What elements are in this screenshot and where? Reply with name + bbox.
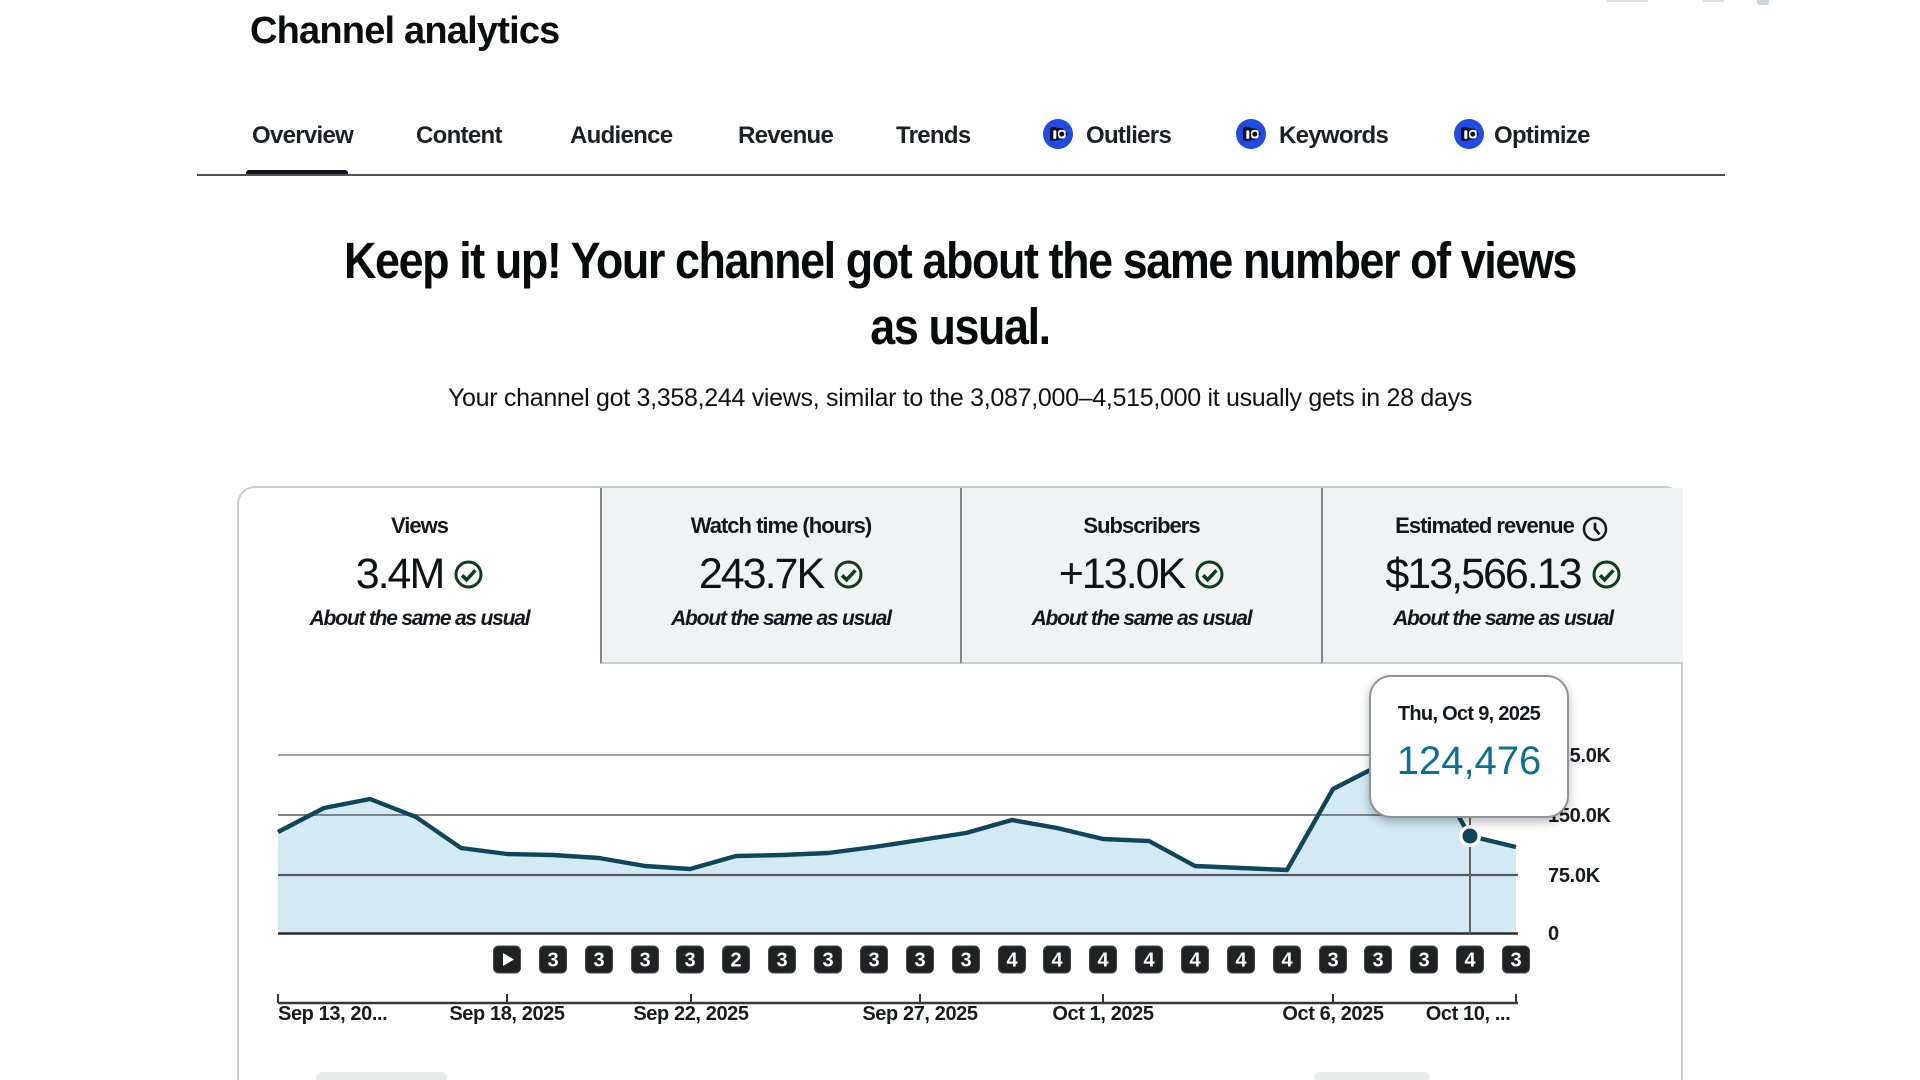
svg-text:4: 4 bbox=[1097, 950, 1109, 972]
svg-text:Sep 22, 2025: Sep 22, 2025 bbox=[633, 1003, 749, 1025]
svg-text:3: 3 bbox=[547, 950, 558, 972]
svg-text:150.0K: 150.0K bbox=[1548, 805, 1612, 827]
svg-text:3: 3 bbox=[960, 950, 971, 972]
svg-text:Oct 6, 2025: Oct 6, 2025 bbox=[1282, 1003, 1384, 1025]
svg-text:Sep 27, 2025: Sep 27, 2025 bbox=[862, 1003, 978, 1025]
svg-text:3: 3 bbox=[1327, 950, 1338, 972]
svg-text:Sep 13, 20...: Sep 13, 20... bbox=[278, 1003, 387, 1025]
svg-text:4: 4 bbox=[1051, 950, 1063, 972]
svg-text:4: 4 bbox=[1281, 950, 1293, 972]
svg-text:3: 3 bbox=[776, 950, 787, 972]
svg-text:4: 4 bbox=[1464, 950, 1476, 972]
svg-text:Oct 1, 2025: Oct 1, 2025 bbox=[1052, 1003, 1154, 1025]
svg-text:3: 3 bbox=[593, 950, 604, 972]
svg-text:3: 3 bbox=[1418, 950, 1429, 972]
svg-text:4: 4 bbox=[1006, 950, 1018, 972]
svg-text:3: 3 bbox=[1510, 950, 1521, 972]
svg-text:75.0K: 75.0K bbox=[1548, 865, 1601, 887]
svg-text:Sep 18, 2025: Sep 18, 2025 bbox=[449, 1003, 565, 1025]
svg-text:4: 4 bbox=[1235, 950, 1247, 972]
svg-text:3: 3 bbox=[684, 950, 695, 972]
svg-text:0: 0 bbox=[1548, 923, 1559, 945]
svg-text:Oct 10, ...: Oct 10, ... bbox=[1426, 1003, 1511, 1025]
svg-text:3: 3 bbox=[822, 950, 833, 972]
svg-text:3: 3 bbox=[639, 950, 650, 972]
svg-text:4: 4 bbox=[1189, 950, 1201, 972]
svg-text:4: 4 bbox=[1143, 950, 1155, 972]
svg-text:3: 3 bbox=[868, 950, 879, 972]
svg-text:3: 3 bbox=[1372, 950, 1383, 972]
svg-text:3: 3 bbox=[914, 950, 925, 972]
svg-text:2: 2 bbox=[730, 950, 741, 972]
